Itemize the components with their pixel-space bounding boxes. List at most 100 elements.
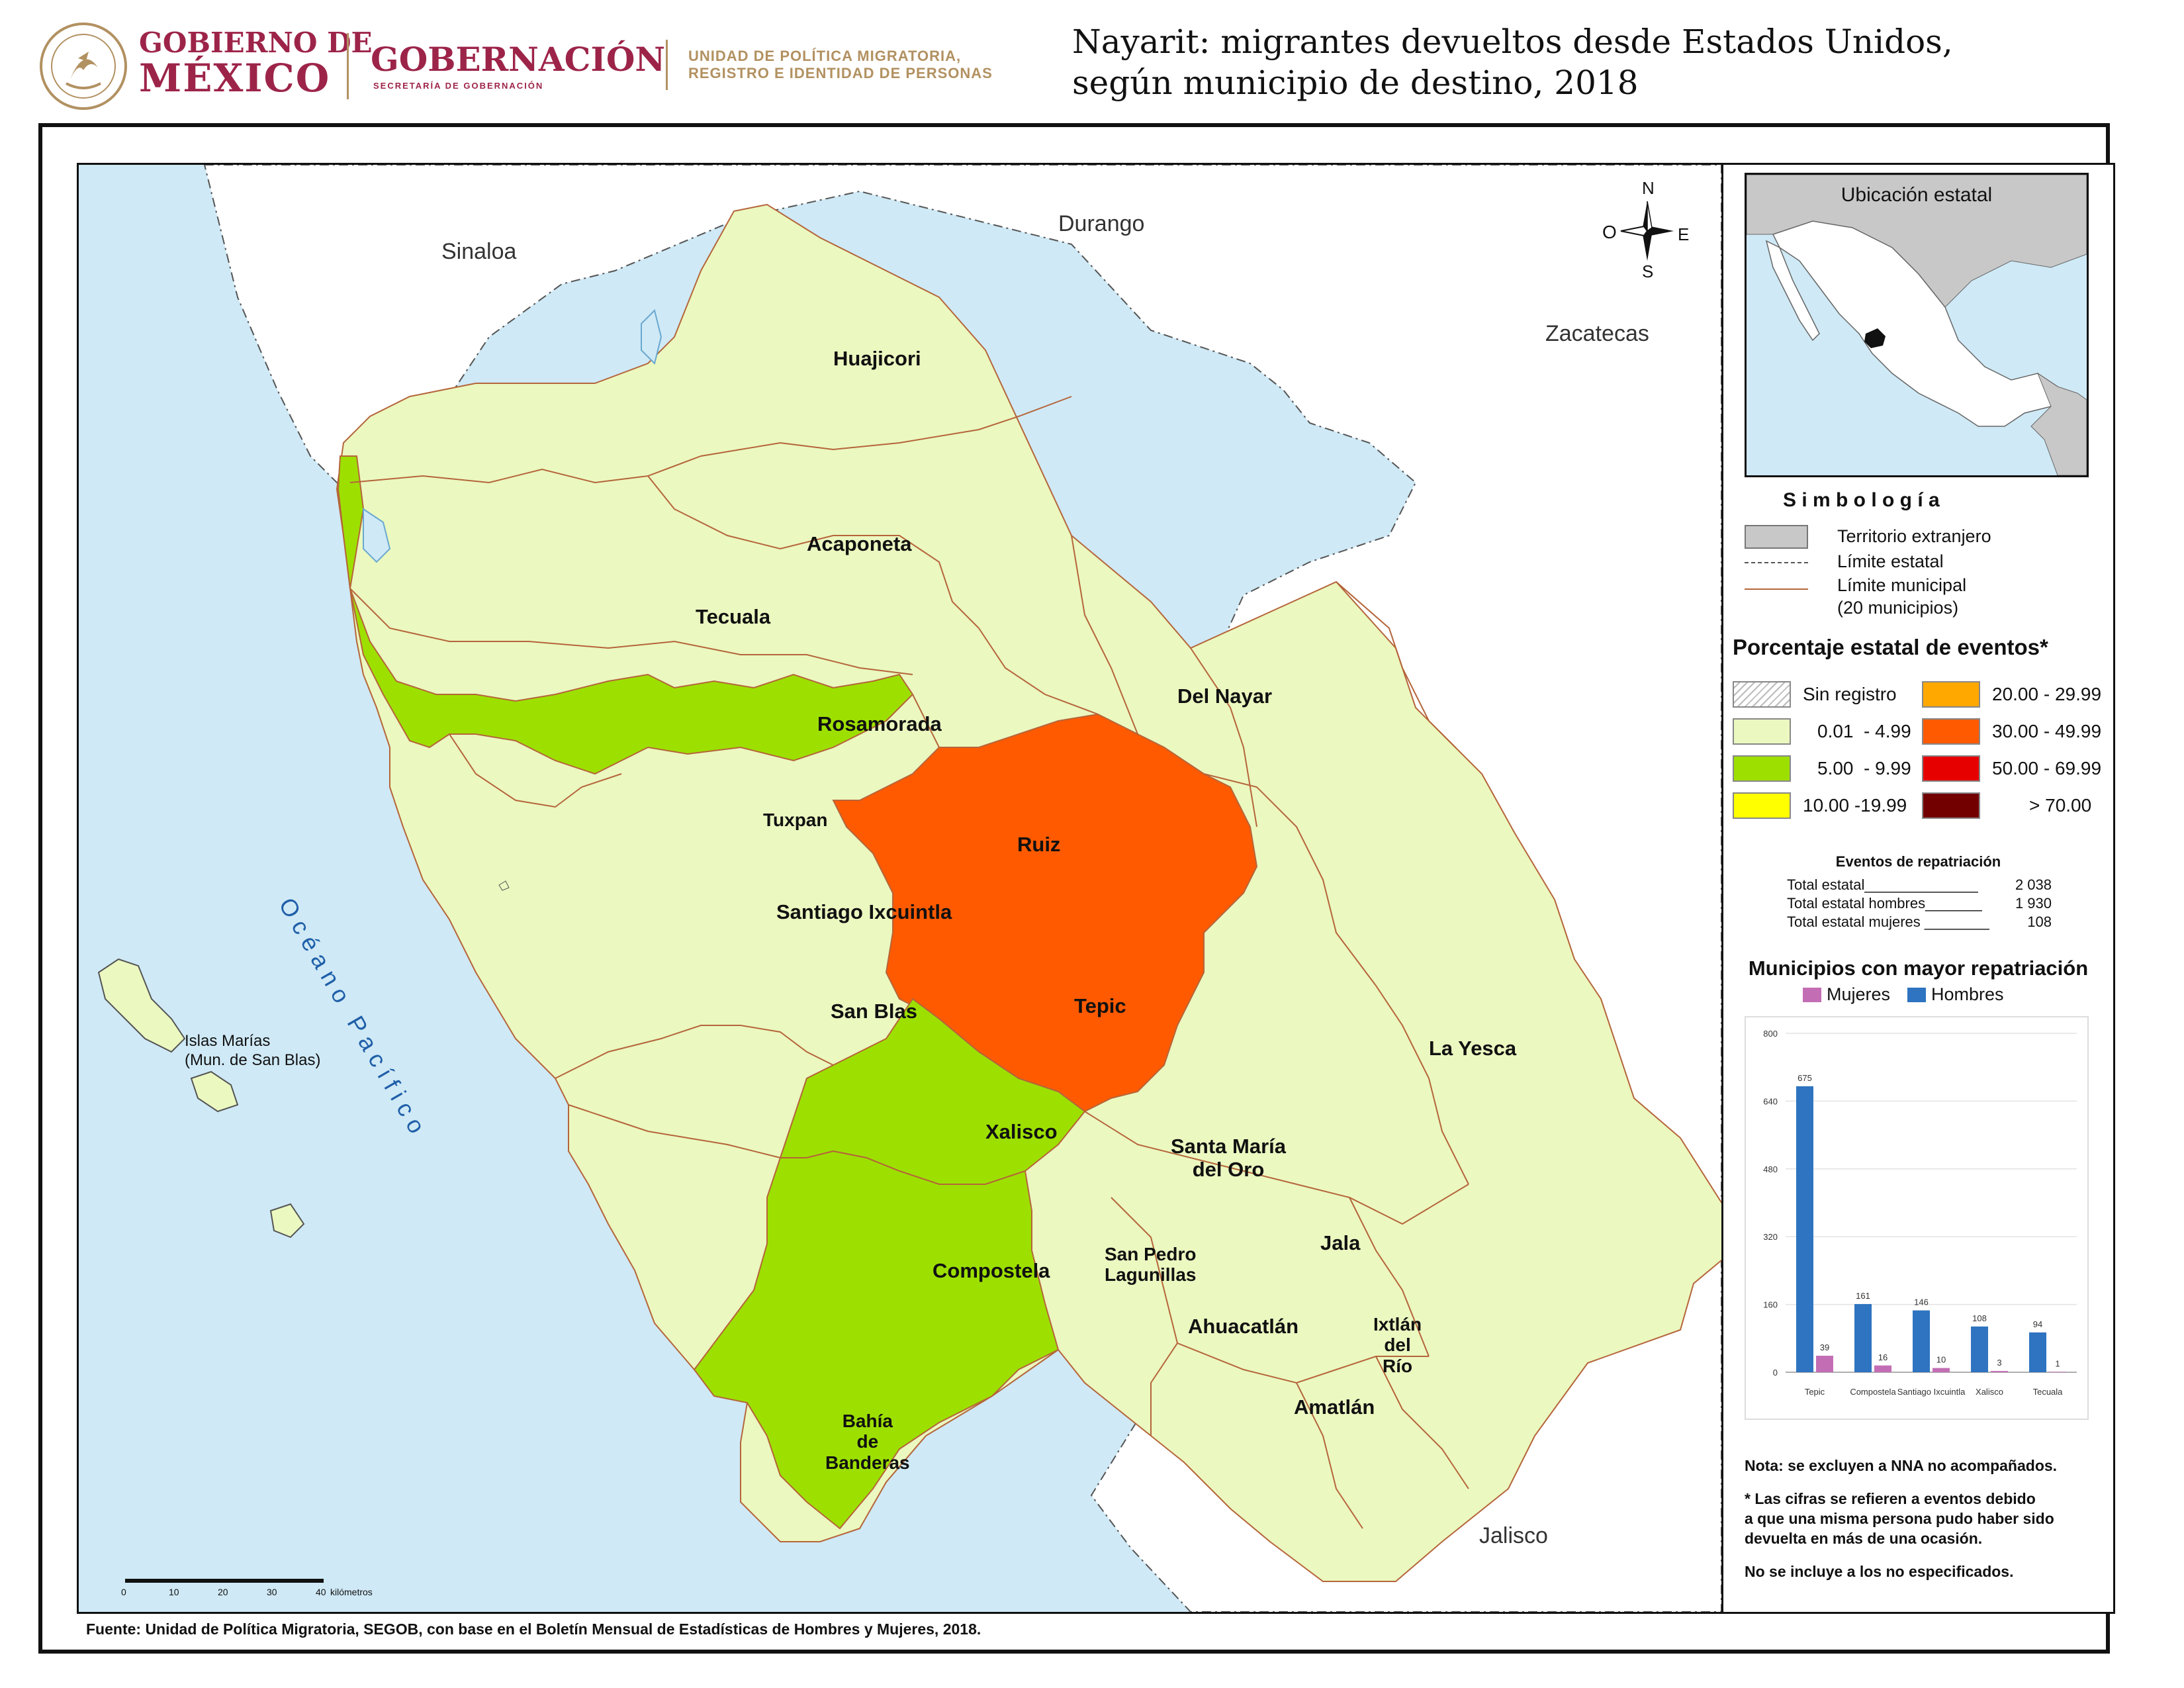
santiago-ixcuintla-area xyxy=(349,588,914,775)
bar-mujeres xyxy=(1991,1371,2008,1372)
swatch-5-10 xyxy=(1733,755,1791,782)
label-san-pedro-line1: San Pedro xyxy=(1105,1244,1197,1264)
inset-nayarit-highlight xyxy=(1864,328,1886,348)
y-tick-label: 160 xyxy=(1763,1300,1778,1310)
scale-line xyxy=(125,1579,324,1583)
chart-title: Municipios con mayor repatriación xyxy=(1748,957,2089,980)
bar-hombres xyxy=(1971,1326,1988,1372)
map-area: Sinaloa Durango Zacatecas Jalisco O c é … xyxy=(77,163,1723,1614)
chart-legend: Mujeres Hombres xyxy=(1803,984,2004,1005)
state-label-jalisco: Jalisco xyxy=(1479,1523,1548,1548)
data-label: 161 xyxy=(1856,1291,1870,1301)
header-divider-2 xyxy=(666,40,668,90)
class-50-70: 50.00 - 69.99 xyxy=(1922,754,2101,783)
total-row-women: Total estatal mujeres ________ 108 xyxy=(1787,913,2052,931)
scale-tick-10: 10 xyxy=(169,1587,179,1597)
compass-icon xyxy=(1620,201,1674,261)
island-maria-madre xyxy=(97,958,186,1053)
class-70-plus: > 70.00 xyxy=(1922,791,2091,820)
gov-line2: MÉXICO xyxy=(139,56,331,101)
source-footer: Fuente: Unidad de Política Migratoria, S… xyxy=(86,1620,981,1638)
label-tuxpan: Tuxpan xyxy=(763,810,828,830)
total-label-men: Total estatal hombres_______ xyxy=(1787,895,1982,912)
label-santa-maria-del-oro: Santa María del Oro xyxy=(1171,1135,1286,1181)
x-tick-label: Xalisco xyxy=(1976,1387,2003,1397)
bar-mujeres xyxy=(1816,1356,1833,1372)
legend-swatch-mujeres xyxy=(1803,987,1821,1002)
map-title-line2: según municipio de destino, 2018 xyxy=(1072,64,1639,102)
notes: Nota: se excluyen a NNA no acompañados. … xyxy=(1745,1456,2057,1581)
simbologia-title: S i m b o l o g í a xyxy=(1783,489,1940,511)
label-del-nayar: Del Nayar xyxy=(1177,684,1273,708)
note-events-3: devuelta en más de una ocasión. xyxy=(1745,1530,1983,1547)
class-label-20-30: 20.00 - 29.99 xyxy=(1992,684,2102,704)
lagoon-2 xyxy=(641,309,662,365)
data-label: 94 xyxy=(2033,1319,2042,1329)
legend-foreign-swatch xyxy=(1745,525,1808,549)
swatch-50-70 xyxy=(1922,755,1980,782)
compostela-area xyxy=(693,1150,1060,1530)
inset-central-america xyxy=(2030,372,2087,475)
y-tick-label: 640 xyxy=(1763,1096,1778,1106)
inset-map-svg xyxy=(1747,175,2087,475)
label-la-yesca: La Yesca xyxy=(1429,1037,1517,1060)
label-ixtlan-line1: Ixtlán xyxy=(1373,1314,1422,1335)
bar-hombres xyxy=(1854,1303,1872,1372)
class-label-50-70: 50.00 - 69.99 xyxy=(1992,758,2102,778)
island-maria-cleofas xyxy=(269,1203,305,1239)
label-santa-maria-line1: Santa María xyxy=(1171,1135,1287,1158)
data-label: 108 xyxy=(1972,1313,1987,1323)
y-tick-label: 480 xyxy=(1763,1164,1778,1174)
legend-foreign-label: Territorio extranjero xyxy=(1837,526,1991,546)
bar-chart: 0 160 320 480 640 800 675 39 Tepic 161 16 Compostel… xyxy=(1763,1029,2077,1397)
islands-label-line1: Islas Marías xyxy=(185,1032,271,1050)
scale-tick-40: 40 xyxy=(316,1587,326,1597)
swatch-70-plus xyxy=(1922,792,1980,819)
total-label-state: Total estatal______________ xyxy=(1787,876,1978,893)
secretaria-text: SECRETARÍA DE GOBERNACIÓN xyxy=(373,81,544,91)
data-label: 146 xyxy=(1914,1297,1929,1307)
label-xalisco: Xalisco xyxy=(985,1120,1058,1143)
note-events-2: a que una misma persona pudo haber sido xyxy=(1745,1510,2054,1527)
y-tick-label: 0 xyxy=(1773,1368,1778,1378)
scale-tick-30: 30 xyxy=(267,1587,277,1597)
class-label-0-5: 0.01 - 4.99 xyxy=(1817,721,1911,741)
legend-label-mujeres: Mujeres xyxy=(1827,984,1891,1004)
label-rosamorada: Rosamorada xyxy=(817,712,942,735)
legend-label-hombres: Hombres xyxy=(1931,984,2004,1004)
data-label: 675 xyxy=(1797,1073,1812,1083)
compass-east: E xyxy=(1678,224,1690,244)
inset-mexico xyxy=(1772,220,2058,427)
label-santiago-ixcuintla: Santiago Ixcuintla xyxy=(776,900,952,923)
scale-tick-0: 0 xyxy=(121,1587,126,1597)
header-divider xyxy=(347,33,349,99)
pct-title: Porcentaje estatal de eventos* xyxy=(1733,635,2048,659)
state-label-zacatecas: Zacatecas xyxy=(1545,321,1649,346)
bar-hombres xyxy=(1796,1086,1813,1372)
scale-bar: 0 10 20 30 40 kilómetros xyxy=(118,1575,423,1608)
compass-rose: N S O E xyxy=(1602,178,1690,281)
bar-mujeres xyxy=(1874,1365,1891,1372)
gobernacion-title: GOBERNACIÓN xyxy=(371,40,666,79)
label-bahia-de-banderas: Bahía de Banderas xyxy=(825,1411,910,1473)
islands-label-line2: (Mun. de San Blas) xyxy=(185,1051,321,1069)
inset-title: Ubicación estatal xyxy=(1841,184,1993,206)
compass-west: O xyxy=(1602,222,1617,242)
santiago-coastal-strip xyxy=(337,455,365,589)
map-title-line1: Nayarit: migrantes devueltos desde Estad… xyxy=(1072,23,1953,61)
eventos-title: Eventos de repatriación xyxy=(1835,853,2001,870)
header: GOBIERNO DE MÉXICO GOBERNACIÓN SECRETARÍ… xyxy=(0,0,2184,119)
gov-line1: GOBIERNO DE xyxy=(139,26,373,59)
label-san-pedro-line2: Lagunillas xyxy=(1105,1264,1197,1286)
x-tick-label: Compostela xyxy=(1850,1387,1896,1397)
total-row-men: Total estatal hombres_______ 1 930 xyxy=(1787,894,2052,913)
label-ixtlan-line2: del xyxy=(1384,1335,1411,1356)
label-bahia-line1: Bahía xyxy=(842,1411,893,1431)
class-5-10: 5.00 - 9.99 xyxy=(1733,754,1911,783)
note-unspecified: No se incluye a los no especificados. xyxy=(1745,1563,2014,1580)
label-compostela: Compostela xyxy=(933,1259,1050,1282)
tepic-area xyxy=(832,713,1258,1113)
label-san-pedro-lagunillas: San Pedro Lagunillas xyxy=(1105,1244,1196,1286)
data-label: 16 xyxy=(1878,1352,1888,1362)
total-value-men: 1 930 xyxy=(2015,895,2052,912)
